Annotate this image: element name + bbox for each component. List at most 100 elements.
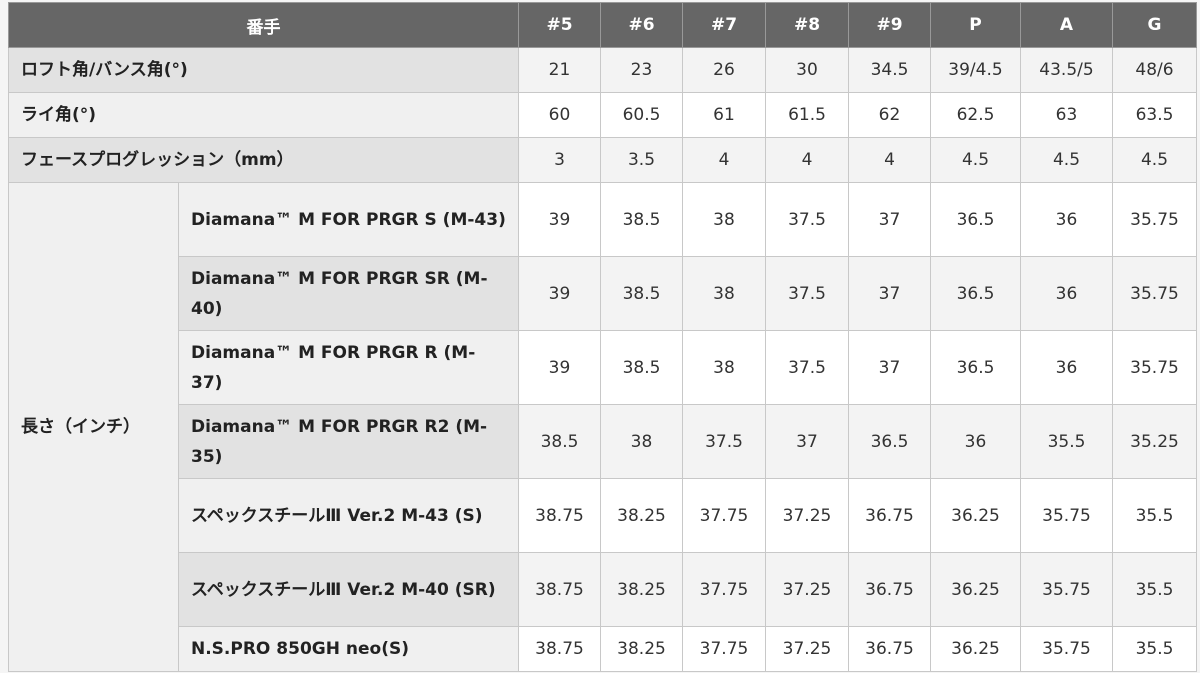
- value-cell: 63.5: [1112, 92, 1197, 138]
- value-cell: 36: [930, 404, 1021, 479]
- value-cell: 39/4.5: [930, 47, 1021, 93]
- value-cell: 36: [1020, 330, 1113, 405]
- shaft-label: スペックスチールⅢ Ver.2 M-40 (SR): [178, 552, 519, 627]
- value-cell: 36.75: [848, 626, 931, 672]
- header-club: #8: [765, 2, 849, 48]
- value-cell: 37.25: [765, 626, 849, 672]
- value-cell: 62.5: [930, 92, 1021, 138]
- header-club: G: [1112, 2, 1197, 48]
- value-cell: 4.5: [1112, 137, 1197, 183]
- value-cell: 38: [600, 404, 683, 479]
- table-row: Diamana™ M FOR PRGR R (M-37) 39 38.5 38 37.5…: [9, 330, 1197, 405]
- value-cell: 35.75: [1020, 626, 1113, 672]
- value-cell: 61: [682, 92, 766, 138]
- value-cell: 35.25: [1112, 404, 1197, 479]
- header-club-label: 番手: [8, 2, 519, 48]
- value-cell: 36.5: [930, 256, 1021, 331]
- value-cell: 39: [518, 330, 601, 405]
- value-cell: 35.75: [1112, 182, 1197, 257]
- header-row: 番手 #5 #6 #7 #8 #9 P A G: [8, 2, 1197, 48]
- value-cell: 38.25: [600, 478, 683, 553]
- value-cell: 37.75: [682, 478, 766, 553]
- value-cell: 3.5: [600, 137, 683, 183]
- value-cell: 37: [848, 330, 931, 405]
- spec-table: 番手 #5 #6 #7 #8 #9 P A G ロフト角/バンス角(°) 21 23 26 30 34.5…: [8, 2, 1197, 672]
- shaft-label: Diamana™ M FOR PRGR R2 (M-35): [178, 404, 519, 479]
- value-cell: 38: [682, 256, 766, 331]
- value-cell: 36: [1020, 256, 1113, 331]
- value-cell: 38.5: [518, 404, 601, 479]
- table-row: ロフト角/バンス角(°) 21 23 26 30 34.5 39/4.5 43.5/5 48/6: [8, 47, 1197, 93]
- header-club: #5: [518, 2, 601, 48]
- value-cell: 23: [600, 47, 683, 93]
- row-label: フェースプログレッション（mm）: [8, 137, 519, 183]
- value-cell: 4: [765, 137, 849, 183]
- value-cell: 37.25: [765, 552, 849, 627]
- value-cell: 38.75: [518, 478, 601, 553]
- value-cell: 35.5: [1112, 626, 1197, 672]
- value-cell: 35.75: [1112, 330, 1197, 405]
- header-club: P: [930, 2, 1021, 48]
- value-cell: 63: [1020, 92, 1113, 138]
- value-cell: 36: [1020, 182, 1113, 257]
- value-cell: 36.5: [930, 330, 1021, 405]
- shaft-label: スペックスチールⅢ Ver.2 M-43 (S): [178, 478, 519, 553]
- header-club: #6: [600, 2, 683, 48]
- value-cell: 37.75: [682, 626, 766, 672]
- header-club: A: [1020, 2, 1113, 48]
- value-cell: 37.5: [765, 330, 849, 405]
- value-cell: 36.25: [930, 478, 1021, 553]
- value-cell: 38.5: [600, 330, 683, 405]
- value-cell: 35.75: [1020, 478, 1113, 553]
- value-cell: 4.5: [930, 137, 1021, 183]
- value-cell: 35.75: [1020, 552, 1113, 627]
- table-row: スペックスチールⅢ Ver.2 M-40 (SR) 38.75 38.25 37.75…: [9, 552, 1197, 627]
- value-cell: 38: [682, 330, 766, 405]
- value-cell: 38.5: [600, 182, 683, 257]
- table-row: スペックスチールⅢ Ver.2 M-43 (S) 38.75 38.25 37.75 3…: [9, 478, 1197, 553]
- row-label: ロフト角/バンス角(°): [8, 47, 519, 93]
- length-group-label: 長さ（インチ）: [8, 182, 179, 672]
- shaft-label: Diamana™ M FOR PRGR R (M-37): [178, 330, 519, 405]
- shaft-label: Diamana™ M FOR PRGR SR (M-40): [178, 256, 519, 331]
- value-cell: 4.5: [1020, 137, 1113, 183]
- header-club: #9: [848, 2, 931, 48]
- table-row: Diamana™ M FOR PRGR SR (M-40) 39 38.5 38 37.…: [9, 256, 1197, 331]
- value-cell: 39: [518, 182, 601, 257]
- value-cell: 36.25: [930, 552, 1021, 627]
- value-cell: 4: [848, 137, 931, 183]
- value-cell: 37.5: [682, 404, 766, 479]
- value-cell: 43.5/5: [1020, 47, 1113, 93]
- value-cell: 38.75: [518, 552, 601, 627]
- value-cell: 39: [518, 256, 601, 331]
- table-row: 長さ（インチ） Diamana™ M FOR PRGR S (M-43) 39 38.…: [8, 182, 1197, 672]
- value-cell: 37.25: [765, 478, 849, 553]
- value-cell: 36.25: [930, 626, 1021, 672]
- value-cell: 48/6: [1112, 47, 1197, 93]
- header-club: #7: [682, 2, 766, 48]
- value-cell: 38.25: [600, 552, 683, 627]
- value-cell: 37.75: [682, 552, 766, 627]
- value-cell: 37: [848, 182, 931, 257]
- value-cell: 38.25: [600, 626, 683, 672]
- value-cell: 35.5: [1020, 404, 1113, 479]
- table-row: N.S.PRO 850GH neo(S) 38.75 38.25 37.75 37.25…: [9, 626, 1197, 672]
- value-cell: 60.5: [600, 92, 683, 138]
- value-cell: 26: [682, 47, 766, 93]
- value-cell: 62: [848, 92, 931, 138]
- value-cell: 36.75: [848, 478, 931, 553]
- table-row: Diamana™ M FOR PRGR R2 (M-35) 38.5 38 37.5 3…: [9, 404, 1197, 479]
- value-cell: 35.5: [1112, 552, 1197, 627]
- value-cell: 61.5: [765, 92, 849, 138]
- value-cell: 36.5: [930, 182, 1021, 257]
- shaft-label: N.S.PRO 850GH neo(S): [178, 626, 519, 672]
- value-cell: 37: [848, 256, 931, 331]
- value-cell: 38.75: [518, 626, 601, 672]
- value-cell: 37.5: [765, 256, 849, 331]
- value-cell: 4: [682, 137, 766, 183]
- value-cell: 36.5: [848, 404, 931, 479]
- value-cell: 38.5: [600, 256, 683, 331]
- value-cell: 37: [765, 404, 849, 479]
- value-cell: 36.75: [848, 552, 931, 627]
- value-cell: 60: [518, 92, 601, 138]
